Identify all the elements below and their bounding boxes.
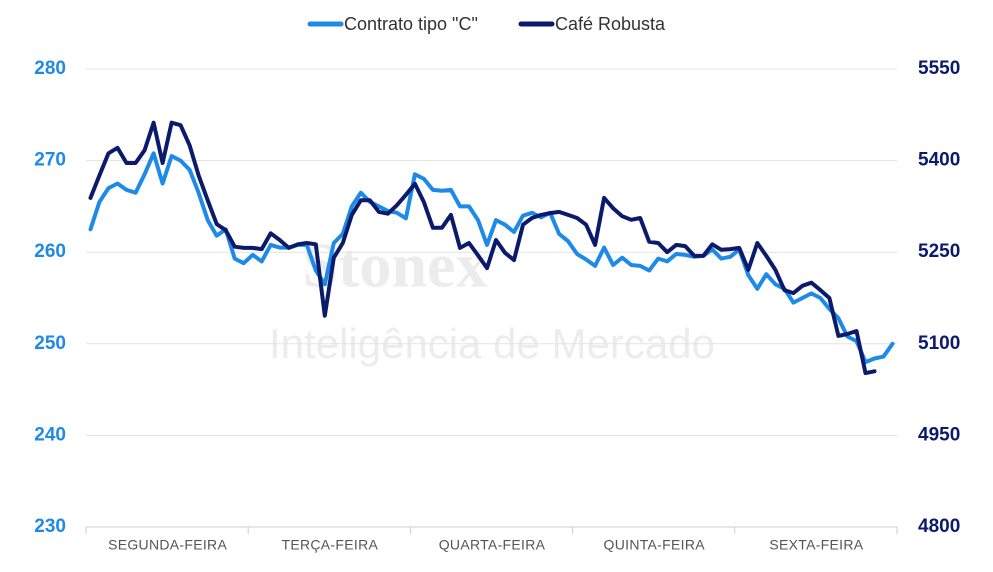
series-line [88,120,877,376]
y-tick-label: 260 [34,241,66,262]
x-tick-label: SEXTA-FEIRA [769,537,863,553]
x-tick-label: QUINTA-FEIRA [604,537,706,553]
x-tick-label: QUARTA-FEIRA [439,537,546,553]
y2-tick-label: 5250 [918,241,960,262]
x-tick-label: SEGUNDA-FEIRA [108,537,227,553]
y2-tick-label: 4800 [918,516,960,537]
y-tick-label: 240 [34,424,66,445]
x-tick-label: TERÇA-FEIRA [281,537,378,553]
y-tick-label: 270 [34,150,66,171]
y-tick-label: 230 [34,516,66,537]
y2-tick-label: 5550 [918,58,960,79]
y2-tick-label: 4950 [918,424,960,445]
y-tick-label: 250 [34,333,66,354]
y2-tick-label: 5400 [918,150,960,171]
y2-tick-label: 5100 [918,333,960,354]
legend-label: Contrato tipo "C" [344,14,478,34]
y-tick-label: 280 [34,58,66,79]
legend-label: Café Robusta [555,14,666,34]
